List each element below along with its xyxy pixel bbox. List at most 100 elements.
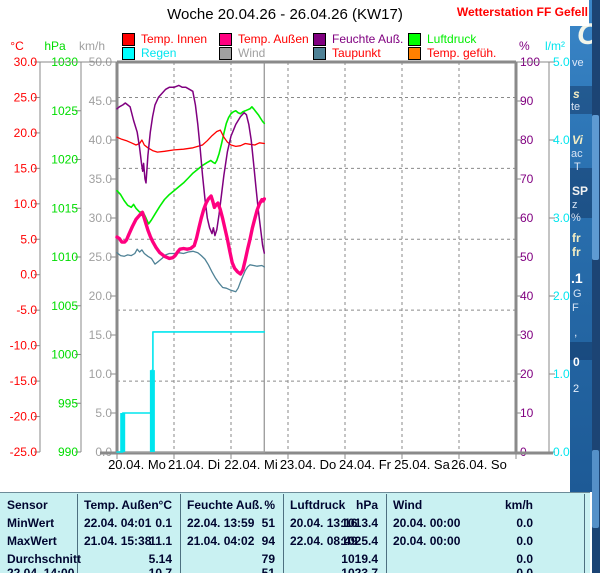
taupunkt-swatch-icon[interactable] [313,46,326,60]
series-regen [116,331,266,453]
background-page-text: % [571,212,581,224]
temp-aussen-swatch-icon[interactable] [219,32,232,46]
axis-tick-label: 1025 [51,104,78,118]
axis-tick-label: 50 [520,250,534,264]
axis-tick-label: 60 [520,211,534,225]
axis-tick-label: 40.0 [89,133,113,147]
axis-tick-label: 10.0 [89,367,113,381]
table-column-separator [180,494,181,573]
table-min-time: 20.04. 00:00 [393,516,461,530]
axis-tick-label: 40 [520,289,534,303]
legend-item-feuchte-auss[interactable]: Feuchte Auß. [313,32,403,46]
series-taupunkt [116,248,265,293]
background-page-text: fr [572,245,581,259]
legend-item-temp-gefuehlt[interactable]: Temp. gefüh. [408,46,496,60]
table-column-separator [77,494,78,573]
axis-tick-label: 10 [520,406,534,420]
axis-tick-label: 4.0 [553,133,570,147]
x-axis-day-label: 26.04. So [451,457,507,472]
legend-item-wind[interactable]: Wind [219,46,265,60]
background-page-text: ve [572,57,584,69]
feuchte-auss-swatch-icon[interactable] [313,32,326,46]
background-webpage-white-area [570,0,589,26]
legend-item-regen[interactable]: Regen [122,46,176,60]
axis-tick-label: 80 [520,133,534,147]
background-page-text: .1 [571,270,583,286]
table-max-time: 21.04. 04:02 [187,534,255,548]
legend-label: Temp. Außen [238,32,309,46]
legend-item-luftdruck[interactable]: Luftdruck [408,32,476,46]
table-header-name: Temp. Außen [84,498,159,512]
series-temp-aussen [115,194,266,276]
legend-item-taupunkt[interactable]: Taupunkt [313,46,381,60]
axis-tick-label: 30 [520,328,534,342]
table-current-value: 10.7 [148,566,172,573]
browser-scrollbar-thumb[interactable] [592,115,599,260]
table-max-time: 20.04. 00:00 [393,534,461,548]
axis-unit-label: l/m² [545,39,565,53]
table-max-value: 11.1 [149,534,172,548]
axis-tick-label: 45.0 [89,94,113,108]
series-feuchte-auss [116,84,266,254]
background-page-text: s [573,87,580,101]
table-current-value: 0.0 [516,566,533,573]
axis-tick-label: 5.0 [553,55,570,69]
browser-scrollbar-thumb[interactable] [592,450,599,528]
table-header-unit: hPa [355,498,378,512]
axis-tick-label: 1005 [51,299,78,313]
table-header-name: Wind [393,498,423,512]
wind-swatch-icon[interactable] [219,46,232,60]
table-row-label: MaxWert [7,534,57,548]
axis-unit-label: hPa [44,39,66,53]
background-page-text: G [573,288,582,300]
legend-label: Feuchte Auß. [332,32,404,46]
legend-item-temp-aussen[interactable]: Temp. Außen [219,32,309,46]
x-axis-day-label: 25.04. Sa [394,457,450,472]
table-avg-value: 79 [261,552,275,566]
axis-unit-label: km/h [79,39,105,53]
background-page-text: te [571,101,581,113]
table-column-separator [584,494,585,573]
table-avg-value: 5.14 [148,552,172,566]
background-page-text: fr [572,231,581,245]
legend-label: Wind [238,46,266,60]
axis-tick-label: 5.0 [95,406,112,420]
table-max-time: 22.04. 08:49 [290,534,358,548]
legend-label: Temp. gefüh. [427,46,497,60]
temp-innen-swatch-icon[interactable] [122,32,135,46]
temp-gefuehlt-swatch-icon[interactable] [408,46,421,60]
table-max-value: 1025.4 [341,534,378,548]
axis-tick-label: 20 [520,367,534,381]
axis-tick-label: 30.0 [89,211,113,225]
axis-tick-label: 10.0 [14,197,38,211]
station-name: Wetterstation FF Gefell [456,5,588,19]
axis-tick-label: 20.0 [89,289,113,303]
table-current-value: 51 [261,566,275,573]
x-axis-day-label: 23.04. Do [280,457,336,472]
background-page-text: 2 [573,383,580,395]
regen-swatch-icon[interactable] [122,46,135,60]
luftdruck-swatch-icon[interactable] [408,32,421,46]
axis-tick-label: 15.0 [89,328,113,342]
axis-tick-label: 990 [58,445,78,459]
legend-item-temp-innen[interactable]: Temp. Innen [122,32,207,46]
table-max-value: 94 [261,534,275,548]
table-header-name: Luftdruck [290,498,346,512]
browser-scrollbar-track[interactable] [592,0,600,573]
x-axis-day-label: 24.04. Fr [339,457,392,472]
axis-tick-label: -20.0 [10,410,38,424]
table-row-label: Durchschnitt [7,552,82,566]
background-page-text: ac [571,148,583,160]
legend-label: Temp. Innen [141,32,208,46]
axis-tick-label: 3.0 [553,211,570,225]
background-page-text: , [574,325,578,339]
axis-tick-label: 25.0 [14,90,38,104]
table-row-label: 22.04. 14:00 [7,566,75,573]
axis-tick-label: 30.0 [14,55,38,69]
axis-unit-label: % [519,39,530,53]
table-header-sensor: Sensor [7,498,48,512]
table-max-time: 21.04. 15:38 [84,534,152,548]
table-min-value: 51 [261,516,275,530]
table-header-name: Feuchte Auß. [187,498,263,512]
